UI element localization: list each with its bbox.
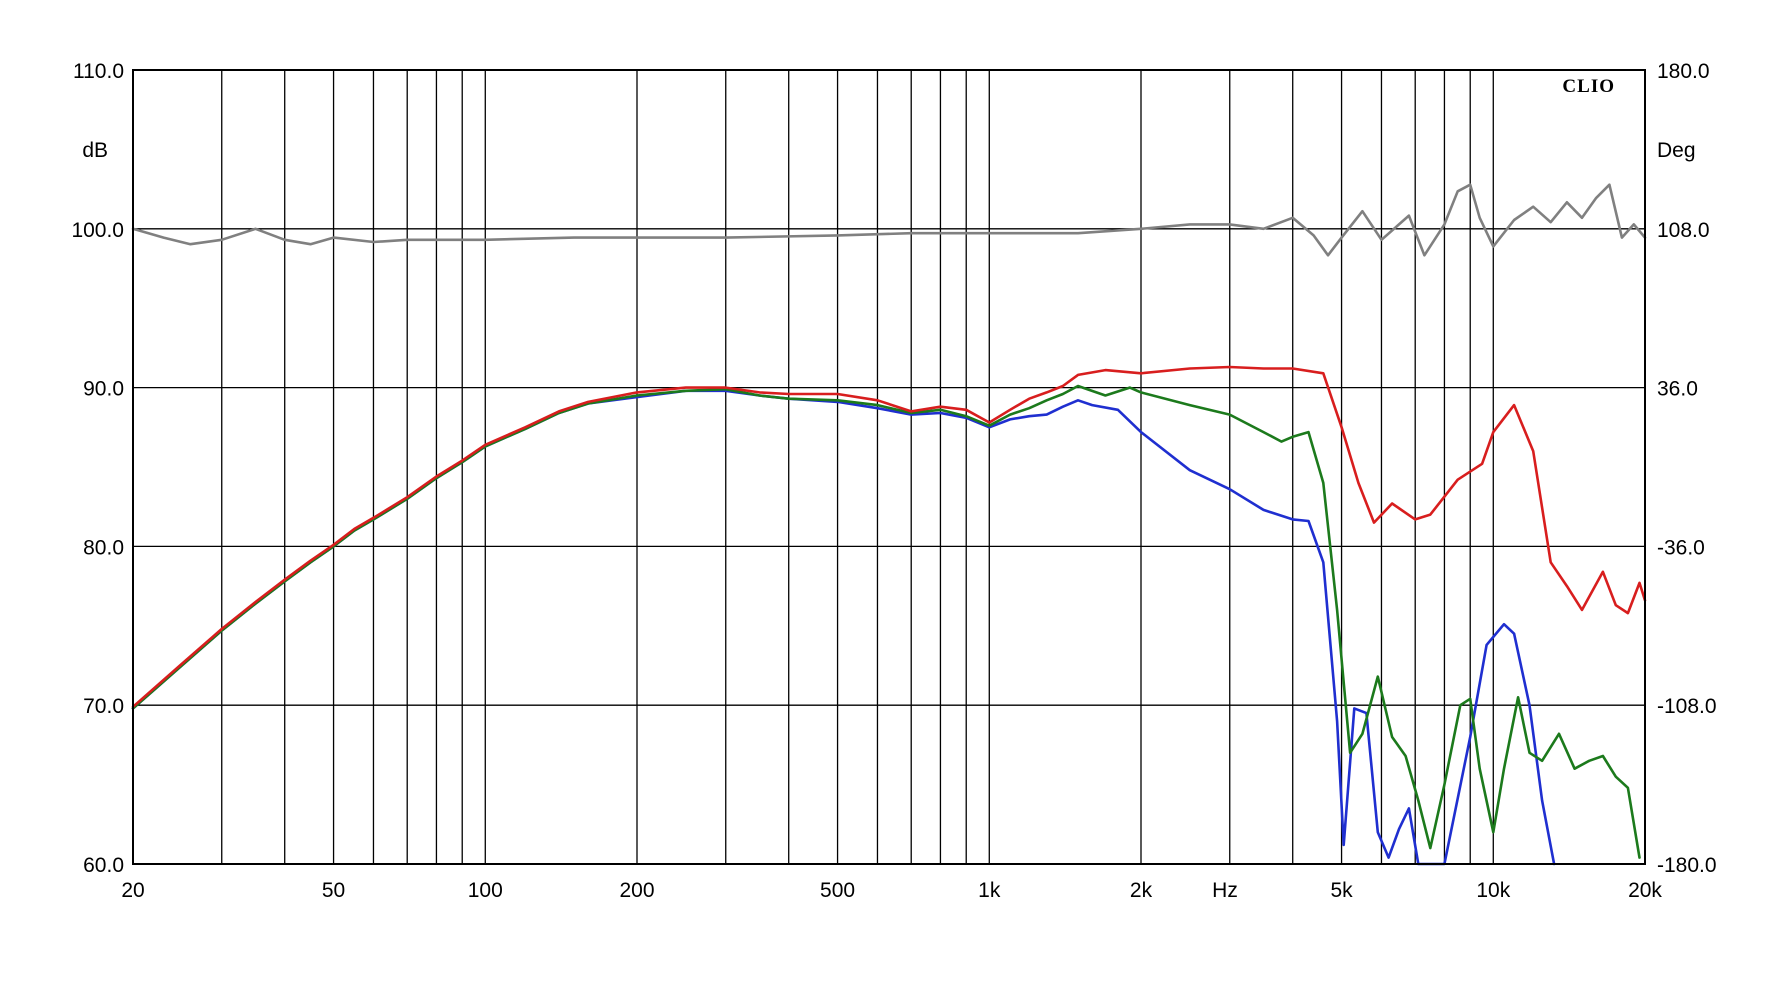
y-left-tick-label: 90.0 [83,378,124,401]
plot-frame [132,69,1646,865]
y-left-tick-label: 70.0 [83,695,124,718]
series-line-4 [131,365,1647,709]
grid-lines [133,69,1645,865]
x-tick-label: 5k [1330,879,1353,902]
x-tick-label: 200 [619,879,654,902]
clio-brand-mark: CLIO [1562,76,1615,97]
x-tick-label: 50 [322,879,345,902]
y-left-tick-label: 60.0 [83,854,124,877]
x-tick-label: 2k [1130,879,1153,902]
y-right-tick-label: 36.0 [1657,378,1698,401]
series-line-1 [131,183,1647,257]
y-left-tick-label: 110.0 [73,60,124,83]
x-tick-label: 1k [978,879,1001,902]
y-left-tick-label: 100.0 [71,219,124,242]
y-right-tick-label: -36.0 [1657,536,1705,559]
x-tick-label: 10k [1476,879,1510,902]
x-tick-label: 20k [1628,879,1662,902]
y-right-tick-label: -108.0 [1657,695,1717,718]
y-right-tick-label: -180.0 [1657,854,1717,877]
x-tick-label: 500 [820,879,855,902]
y-right-tick-label: 108.0 [1657,219,1710,242]
x-tick-label: 100 [468,879,503,902]
series-group [131,183,1647,866]
x-unit-label: Hz [1212,879,1238,902]
series-line-3 [131,384,1641,859]
x-tick-label: 20 [121,879,144,902]
y-left-tick-label: 80.0 [83,536,124,559]
y-left-unit: dB [82,139,108,162]
y-right-tick-label: 180.0 [1657,60,1710,83]
y-right-unit: Deg [1657,139,1696,162]
axis-labels: 20 50 100 200 500 1k 2k 5k 10k 20k 60.0 70.0 80.0 90.… [71,60,1716,902]
